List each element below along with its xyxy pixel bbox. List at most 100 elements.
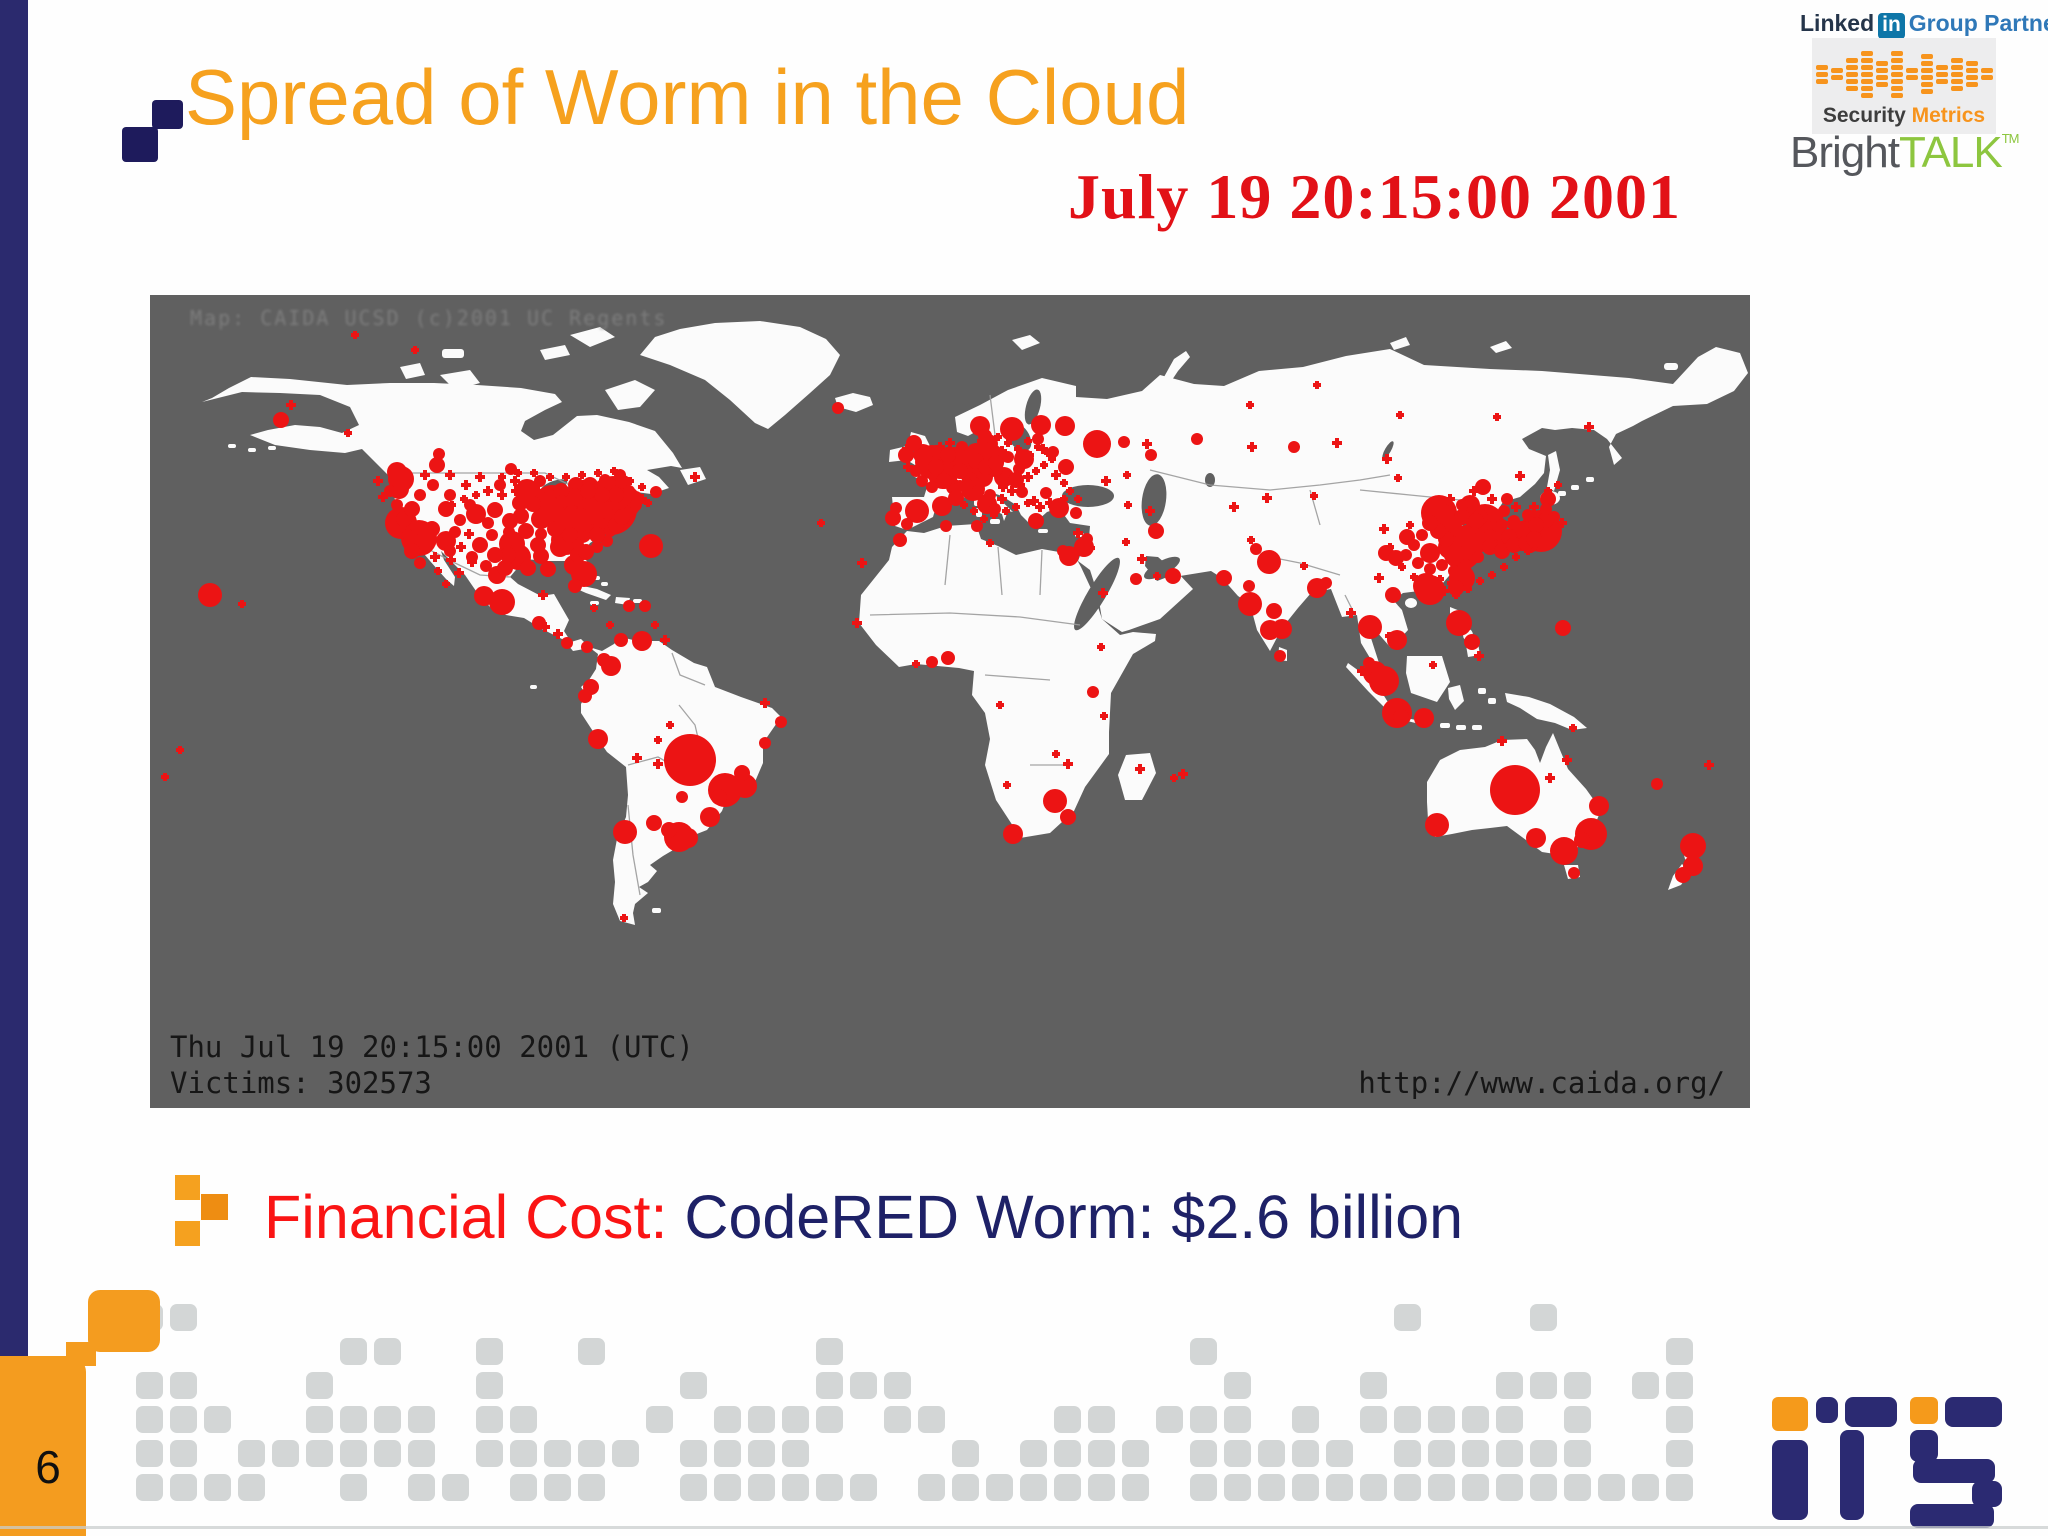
mosaic-square [1462,1440,1489,1467]
mosaic-square [1020,1440,1047,1467]
mosaic-square [816,1372,843,1399]
security-metrics-wordmark: Security Metrics [1822,104,1986,127]
its-t-top-left [1816,1397,1838,1423]
equalizer-bar [1875,75,1888,80]
mosaic-square [1156,1406,1183,1433]
mosaic-square [544,1474,571,1501]
mosaic-square [1564,1406,1591,1433]
worm-spread-map [150,295,1750,1108]
mosaic-square [1190,1338,1217,1365]
mosaic-square [1122,1440,1149,1467]
mosaic-square [714,1440,741,1467]
mosaic-square [1496,1406,1523,1433]
footer-divider-line [0,1526,2048,1529]
equalizer-bar [1935,71,1948,77]
title-bullet-icon [122,127,158,162]
mosaic-square [1122,1474,1149,1501]
mosaic-square [918,1406,945,1433]
mosaic-square [1428,1406,1455,1433]
mosaic-square [476,1406,503,1433]
mosaic-square [1394,1474,1421,1501]
equalizer-bar [1920,61,1933,66]
mosaic-square [510,1440,537,1467]
mosaic-square [1394,1440,1421,1467]
equalizer-bar [1920,89,1933,94]
equalizer-bar [1905,75,1918,80]
page-title: Spread of Worm in the Cloud [185,53,1190,141]
linkedin-partner-label: Group Partner [1908,10,2048,36]
mosaic-square [1632,1474,1659,1501]
mosaic-square [714,1474,741,1501]
mosaic-square [1462,1474,1489,1501]
mosaic-square [1564,1372,1591,1399]
equalizer-bar [1815,64,1828,70]
mosaic-square [1394,1304,1421,1331]
equalizer-bar [1950,64,1963,70]
brighttalk-logo: BrightTALKTM [1790,128,2020,177]
mosaic-square [1258,1440,1285,1467]
equalizer-bar [1935,78,1948,84]
mosaic-square [306,1372,333,1399]
mosaic-square [1564,1440,1591,1467]
equalizer-bar [1875,68,1888,73]
mosaic-square [510,1406,537,1433]
mosaic-square [544,1440,571,1467]
mosaic-square [1020,1474,1047,1501]
mosaic-square [714,1406,741,1433]
mosaic-square [1088,1474,1115,1501]
mosaic-square [1666,1474,1693,1501]
equalizer-bar [1905,68,1918,73]
date-heading: July 19 20:15:00 2001 [1068,161,1681,232]
mosaic-square [1666,1440,1693,1467]
mosaic-square [170,1440,197,1467]
map-source-url: http://www.caida.org/ [1358,1066,1725,1100]
mosaic-square [680,1440,707,1467]
mosaic-square [306,1440,333,1467]
financial-cost-label: Financial Cost: [264,1183,668,1251]
equalizer-bar [1860,78,1873,84]
mosaic-square [884,1372,911,1399]
mosaic-square [578,1338,605,1365]
mosaic-square [1360,1474,1387,1501]
mosaic-square [136,1440,163,1467]
mosaic-square [1530,1372,1557,1399]
financial-cost-line: Financial Cost: CodeRED Worm: $2.6 billi… [264,1182,1463,1252]
mosaic-square [1054,1440,1081,1467]
mosaic-square [1326,1474,1353,1501]
mosaic-square [1292,1474,1319,1501]
mosaic-square [1224,1406,1251,1433]
footer-orange-square [88,1290,160,1352]
equalizer-bar [1920,75,1933,80]
mosaic-square [272,1440,299,1467]
mosaic-square [680,1474,707,1501]
equalizer-bar [1815,78,1828,84]
its-i-stem [1772,1440,1808,1520]
security-metrics-logo: Security Metrics [1812,38,1996,134]
mosaic-square [1666,1406,1693,1433]
mosaic-square [1462,1406,1489,1433]
equalizer-bar [1875,82,1888,87]
mosaic-square [1088,1440,1115,1467]
mosaic-square [1428,1440,1455,1467]
equalizer-bar [1845,85,1858,91]
linkedin-in-icon: in [1878,13,1905,39]
mosaic-square [748,1440,775,1467]
mosaic-square [816,1474,843,1501]
its-s-bottom [1910,1504,1994,1528]
mosaic-square [1054,1406,1081,1433]
world-map-svg [150,295,1750,1108]
mosaic-square [1666,1372,1693,1399]
equalizer-bar [1890,78,1903,84]
mosaic-square [578,1474,605,1501]
equalizer-bar [1845,57,1858,63]
mosaic-square [136,1372,163,1399]
mosaic-square [748,1406,775,1433]
mosaic-square [476,1440,503,1467]
mosaic-square [442,1474,469,1501]
equalizer-bar [1860,64,1873,70]
mosaic-square [408,1474,435,1501]
mosaic-square [1224,1474,1251,1501]
mosaic-square [782,1406,809,1433]
equalizer-bar [1890,71,1903,77]
mosaic-square [170,1406,197,1433]
